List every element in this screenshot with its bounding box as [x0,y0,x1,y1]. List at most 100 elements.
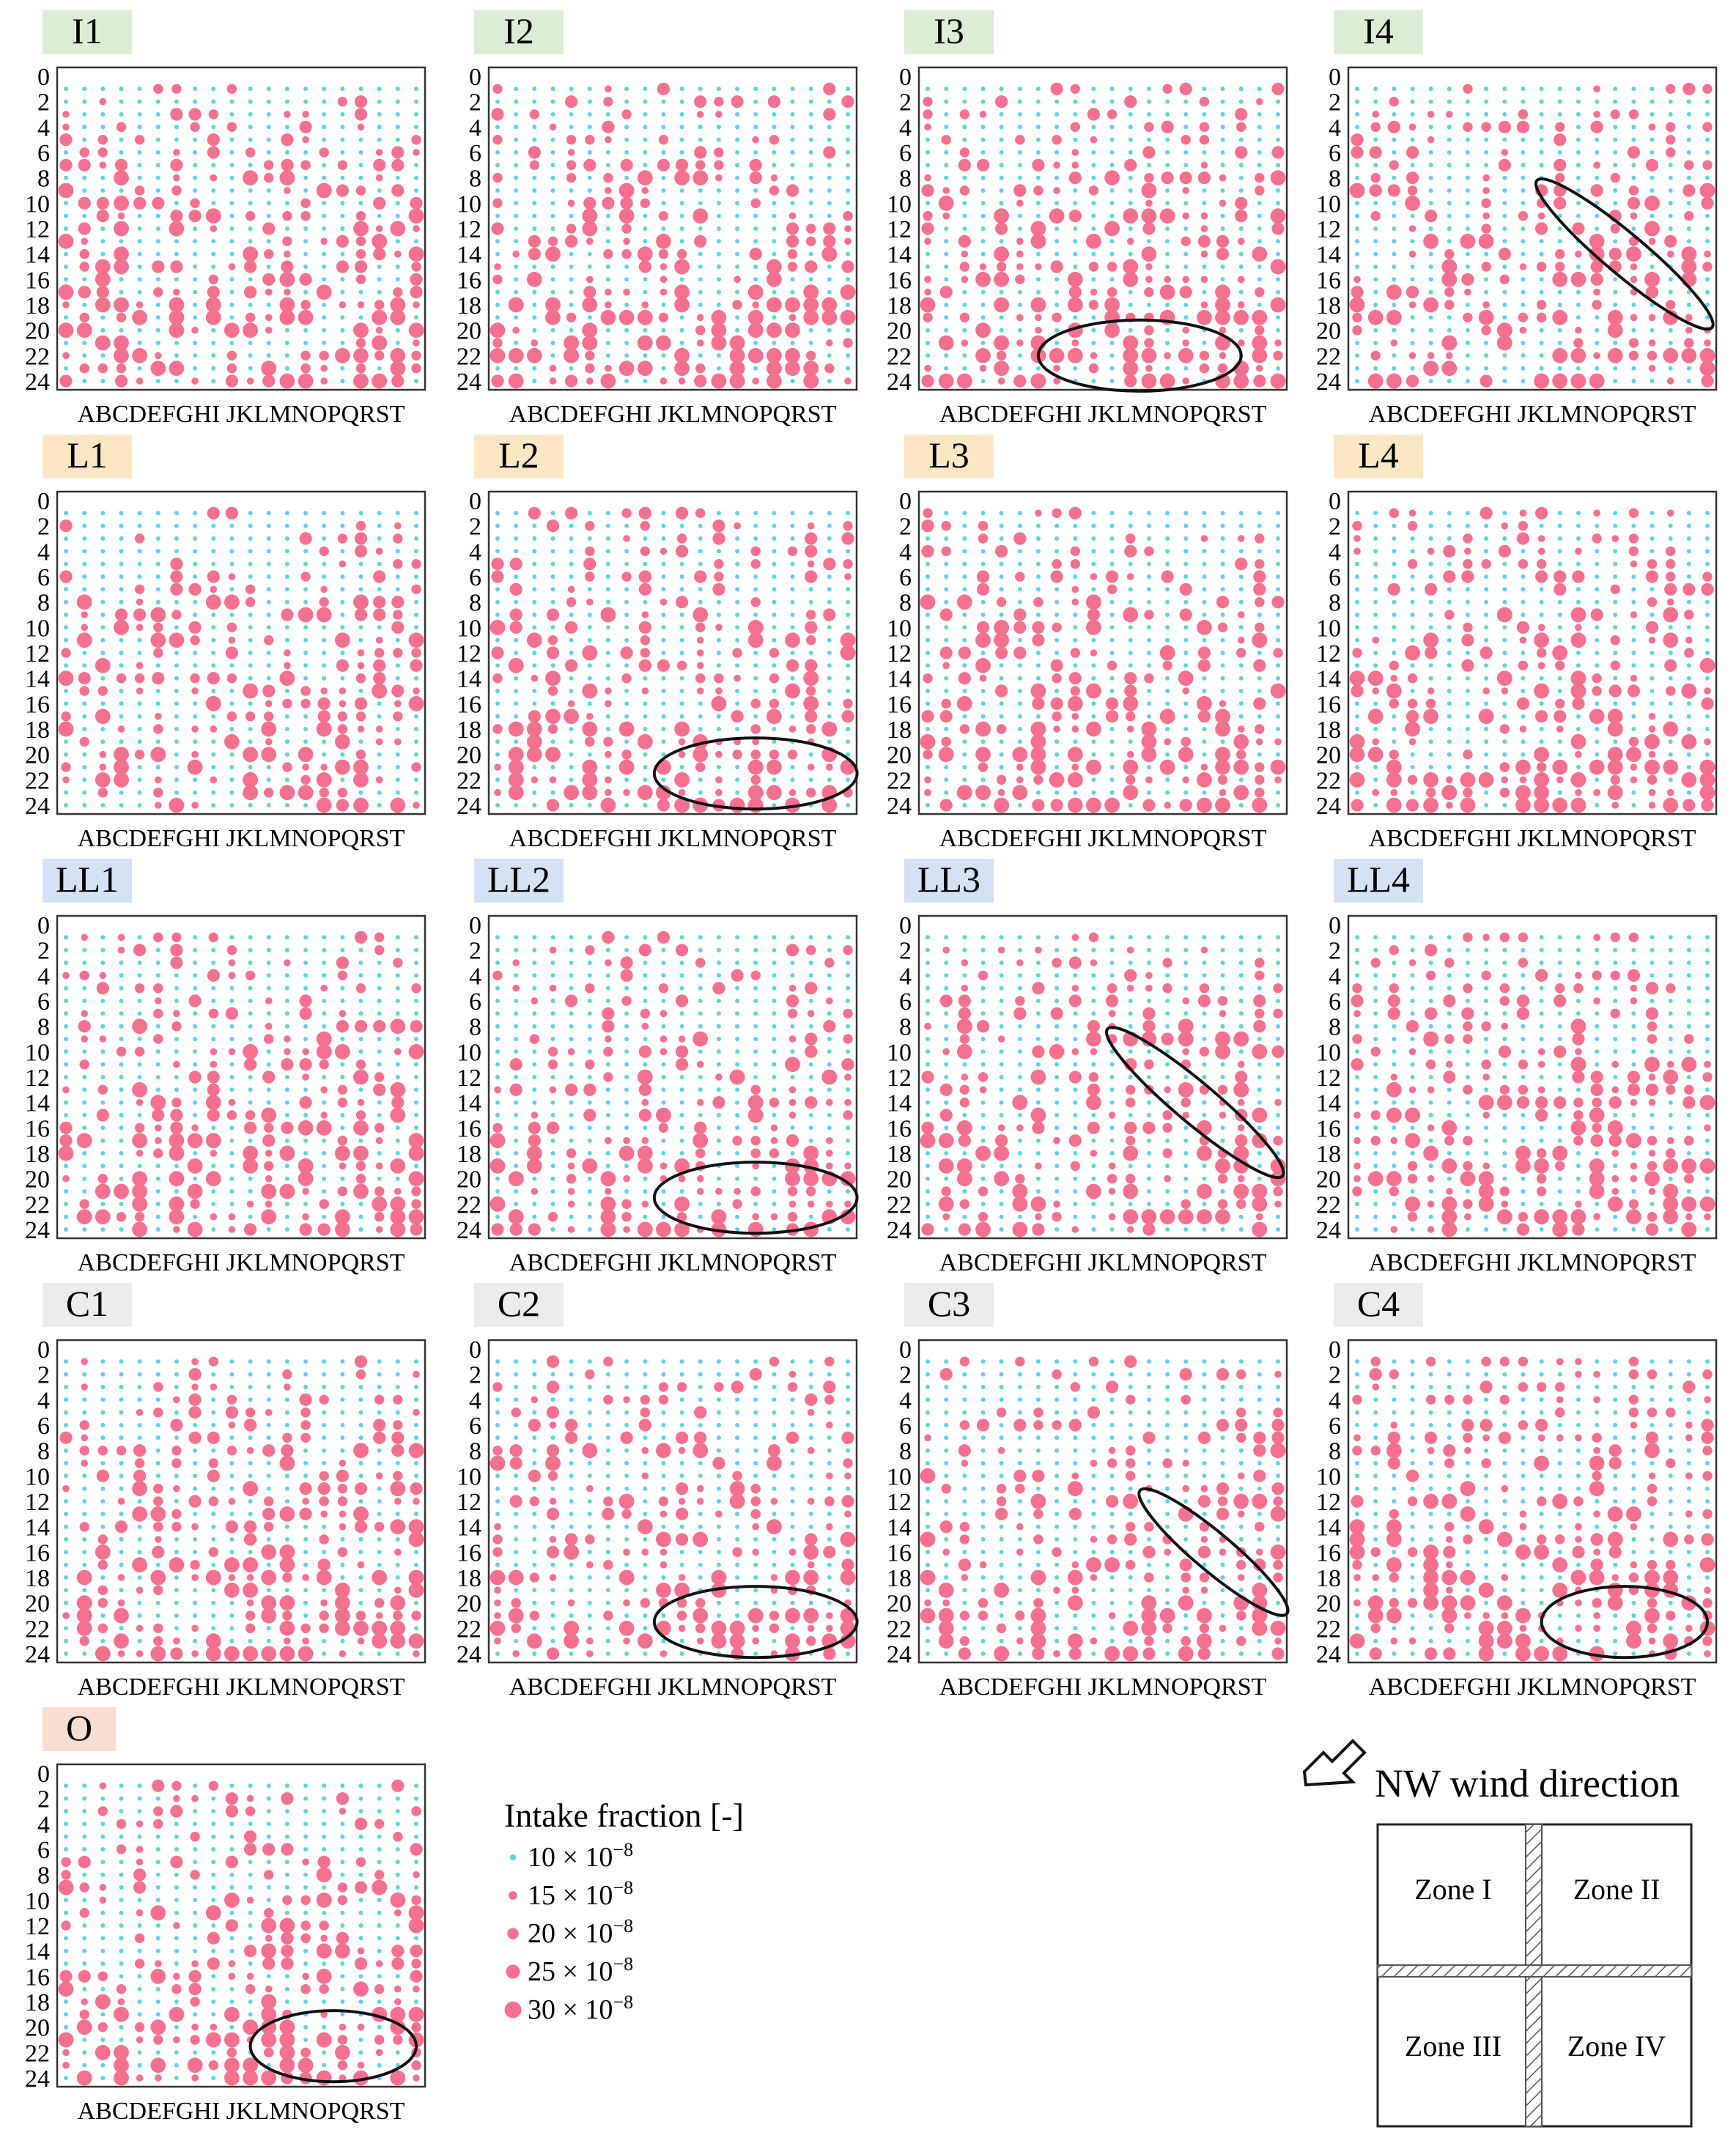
data-point [638,506,651,519]
data-point [772,985,777,991]
data-point [1109,341,1115,345]
data-point [299,994,312,1007]
data-point [340,1125,345,1131]
data-point [1613,701,1618,706]
data-point [1091,201,1096,206]
data-point [1276,676,1280,681]
data-point [1534,772,1550,788]
data-point [170,582,183,596]
data-point [1686,175,1691,180]
data-point [243,1145,258,1161]
data-point [994,297,1009,313]
data-point [114,374,128,388]
data-point [211,985,216,991]
data-point [1613,86,1618,92]
data-point [1447,676,1452,681]
data-point [715,1188,723,1195]
data-point [1202,637,1207,643]
y-tick-label: 14 [887,666,912,693]
data-point [1410,341,1415,345]
x-tick-labels: ABCDEFGHI JKLMNOPQRST [939,401,1267,428]
y-tick-label: 6 [37,564,50,591]
data-point [64,947,68,953]
data-point [414,175,418,180]
data-point [132,347,148,363]
data-point [248,1037,253,1041]
data-point [1109,739,1115,744]
data-point [944,303,949,307]
data-point [1054,303,1060,307]
data-point [1165,727,1170,731]
data-point [248,613,253,617]
data-point [747,619,764,635]
data-point [1220,137,1225,142]
data-point [676,1058,689,1071]
data-point [64,536,68,541]
data-point [322,163,327,168]
data-point [661,366,666,371]
data-point [155,663,160,668]
data-point [1576,663,1581,668]
data-point [300,686,311,696]
data-point [695,673,706,684]
data-point [1392,651,1397,655]
data-point [393,610,403,620]
data-point [514,1164,519,1169]
data-point [374,350,385,360]
data-point [698,86,703,92]
data-point [1202,752,1207,757]
data-point [643,137,648,142]
data-point [82,947,87,953]
data-point [567,1188,575,1195]
data-point [1463,559,1473,569]
data-point [531,1111,539,1119]
data-point [414,1100,418,1105]
data-point [374,1072,385,1082]
data-point [354,931,368,944]
data-point [1216,234,1230,248]
data-point [550,1037,555,1041]
data-point [1238,328,1244,333]
data-point [1202,265,1207,269]
data-point [411,648,421,658]
data-point [514,1049,519,1054]
data-point [228,972,236,980]
data-point [1705,651,1710,655]
data-point [211,752,216,757]
data-point [605,700,612,708]
data-point [377,1151,382,1155]
data-point [550,112,555,116]
data-point [411,363,421,374]
data-point [1276,163,1280,168]
data-point [245,970,256,981]
data-point [1575,788,1582,796]
data-point [1521,366,1526,371]
data-point [790,625,795,630]
data-point [1107,262,1118,272]
data-point [1484,353,1489,358]
data-point [1202,289,1207,295]
data-point [394,1048,402,1056]
data-point [248,536,253,541]
data-point [1355,112,1359,116]
data-point [1613,366,1618,371]
data-point [1441,785,1458,801]
data-point [100,651,106,655]
data-point [526,733,542,750]
data-point [153,622,163,632]
data-point [193,1100,198,1105]
data-point [1146,574,1151,579]
data-point [1073,251,1078,256]
data-point [624,150,629,155]
data-point [826,997,833,1005]
data-point [492,198,503,208]
data-point [1576,523,1581,528]
data-point [1128,226,1133,231]
data-point [514,1100,519,1105]
data-point [228,573,236,580]
data-point [1484,523,1489,528]
data-point [299,120,312,133]
data-point [767,785,782,801]
data-point [1146,561,1151,566]
data-point [1392,112,1397,116]
